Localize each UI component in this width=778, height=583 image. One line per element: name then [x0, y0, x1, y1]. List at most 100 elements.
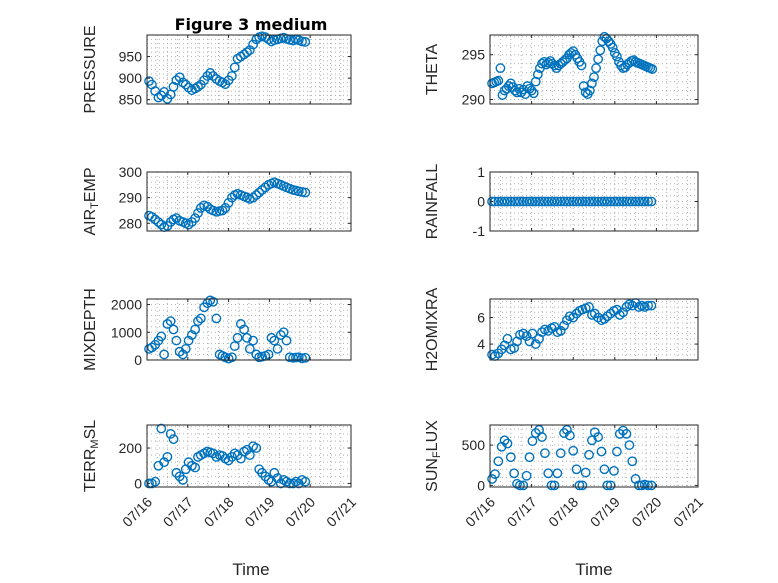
data-point: [621, 428, 632, 439]
data-point: [493, 196, 504, 207]
data-point: [275, 330, 286, 340]
data-point: [611, 51, 622, 62]
data-point: [505, 452, 516, 463]
data-point: [193, 81, 203, 92]
data-point: [251, 190, 262, 200]
data-point: [599, 464, 610, 475]
y-axis-label: H2OMIXRA: [424, 287, 441, 371]
data-point: [195, 313, 206, 324]
data-point: [537, 327, 547, 338]
data-point: [487, 196, 497, 207]
data-point: [502, 438, 513, 449]
axes-box: [489, 298, 699, 361]
data-point: [584, 196, 594, 207]
data-point: [178, 349, 188, 360]
data-point: [647, 64, 658, 74]
data-point: [599, 196, 610, 207]
data-point: [634, 480, 644, 491]
data-point: [202, 71, 213, 81]
data-point: [607, 42, 618, 53]
data-point: [599, 313, 610, 324]
data-point: [521, 196, 532, 207]
data-point: [229, 341, 240, 352]
axes-panel-5: 0 1000 2000 MIXDEPTH: [82, 288, 352, 371]
data-point: [634, 196, 644, 207]
data-point: [281, 335, 292, 346]
data-point: [248, 39, 258, 50]
y-tick-label: 6: [477, 310, 485, 326]
data-point: [537, 432, 547, 442]
data-point: [614, 196, 625, 207]
data-point: [509, 468, 520, 479]
data-point: [521, 331, 532, 342]
data-point: [549, 480, 560, 491]
x-tick-label: 07/18: [201, 494, 237, 530]
data-point: [518, 480, 529, 491]
data-point: [593, 54, 604, 65]
data-point: [537, 196, 547, 207]
data-point: [266, 332, 277, 343]
data-point: [235, 319, 246, 329]
data-point: [593, 432, 604, 442]
data-point: [576, 60, 587, 71]
data-point: [178, 77, 188, 88]
data-point: [555, 325, 566, 336]
data-point: [528, 88, 539, 99]
data-point: [505, 196, 516, 207]
data-point: [502, 196, 513, 207]
data-point: [159, 349, 170, 360]
data-point: [521, 470, 532, 481]
data-point: [502, 333, 513, 344]
data-point: [205, 68, 216, 78]
data-point: [220, 203, 231, 213]
data-point: [627, 196, 638, 207]
data-point: [549, 196, 560, 207]
data-point: [596, 446, 607, 457]
data-point: [618, 196, 629, 207]
data-point: [578, 81, 589, 91]
data-point: [278, 327, 289, 338]
data-point: [239, 324, 250, 335]
data-point: [190, 462, 201, 473]
data-point: [532, 69, 543, 80]
data-point: [609, 196, 619, 207]
data-point: [272, 473, 283, 484]
data-point: [515, 480, 525, 491]
data-point: [530, 339, 541, 349]
y-tick-label: 4: [477, 336, 485, 352]
y-tick-label: 0: [477, 477, 485, 493]
data-point: [555, 448, 566, 459]
data-point: [180, 344, 191, 354]
x-tick-label: 07/21: [323, 494, 359, 530]
data-point: [595, 45, 606, 56]
y-tick-label: 1000: [111, 324, 142, 340]
data-point: [593, 196, 604, 207]
y-axis-label: RAINFALL: [424, 164, 441, 240]
data-point: [621, 196, 632, 207]
data-point: [503, 81, 514, 91]
data-point: [562, 424, 572, 435]
data-point: [153, 217, 164, 227]
data-point: [552, 196, 563, 207]
data-point: [568, 445, 579, 456]
data-point: [643, 196, 653, 207]
y-tick-label: 0: [134, 352, 142, 368]
x-tick-label: 07/16: [462, 494, 498, 530]
data-point: [537, 58, 547, 69]
data-point: [559, 320, 569, 331]
data-point: [174, 346, 185, 357]
data-point: [618, 425, 629, 436]
data-point: [524, 452, 535, 463]
data-point: [171, 75, 182, 86]
axes-box: [146, 34, 352, 105]
data-point: [602, 480, 613, 491]
data-point: [178, 475, 188, 485]
data-point: [543, 196, 554, 207]
data-point: [549, 60, 560, 71]
data-point: [153, 92, 164, 103]
data-point: [627, 456, 638, 467]
data-point: [208, 71, 218, 81]
axes-panel-1: 850 900 950 PRESSURE: [82, 25, 352, 114]
data-point: [269, 335, 280, 346]
data-point: [168, 81, 179, 92]
